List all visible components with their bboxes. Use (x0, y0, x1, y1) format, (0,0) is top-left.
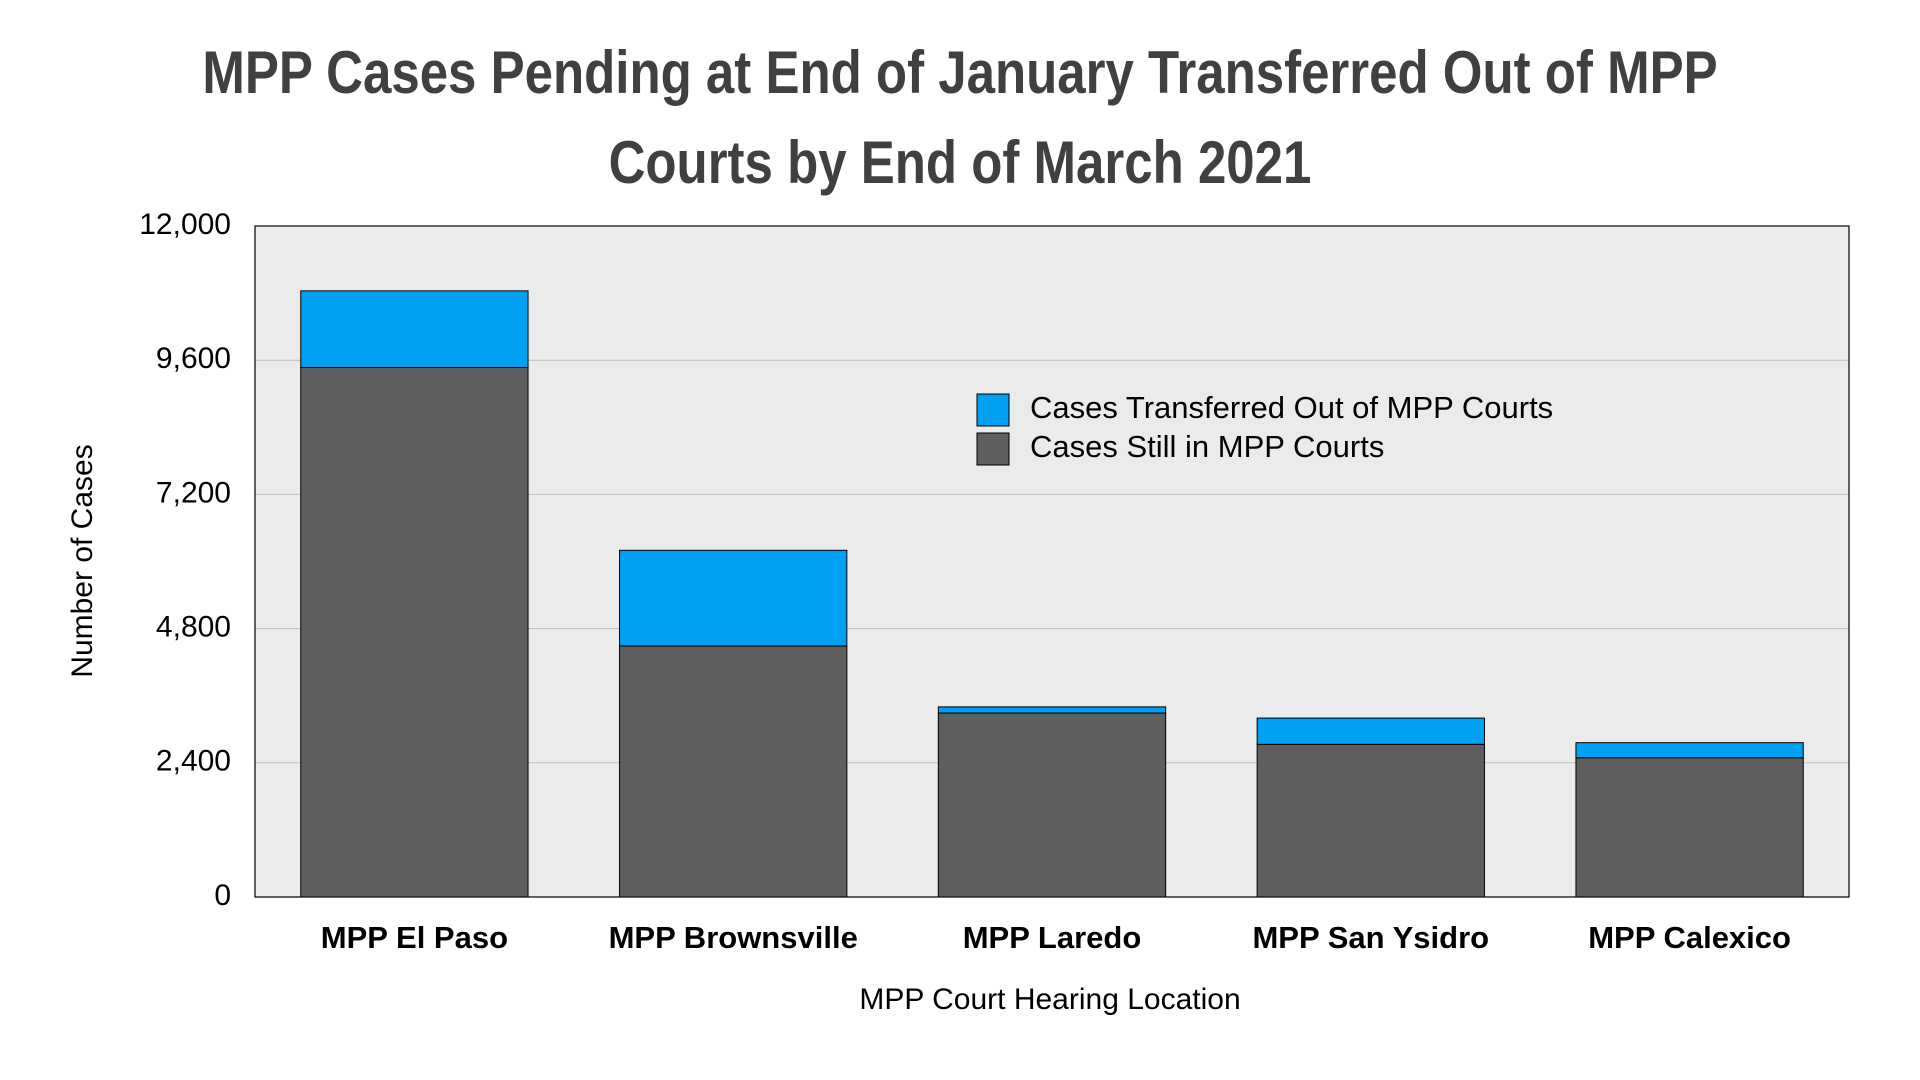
bar-segment (1575, 742, 1804, 759)
y-tick-label: 12,000 (139, 208, 231, 241)
bar-segment (619, 645, 848, 898)
y-axis-label: Number of Cases (66, 444, 99, 677)
bar-segment (1575, 757, 1804, 898)
legend-label: Cases Transferred Out of MPP Courts (1030, 390, 1553, 425)
legend-label: Cases Still in MPP Courts (1030, 429, 1384, 464)
x-tick-label: MPP Brownsville (609, 920, 858, 955)
bar-segment (1256, 717, 1485, 745)
y-tick-label: 9,600 (156, 342, 231, 375)
y-tick-label: 4,800 (156, 611, 231, 644)
x-tick-label: MPP El Paso (321, 920, 508, 955)
x-axis-label: MPP Court Hearing Location (859, 983, 1240, 1016)
bar-segment (619, 549, 848, 647)
x-tick-label: MPP San Ysidro (1252, 920, 1489, 955)
x-tick-label: MPP Laredo (963, 920, 1142, 955)
y-tick-label: 2,400 (156, 745, 231, 778)
legend-swatch (976, 393, 1010, 427)
bar-segment (300, 366, 529, 898)
bar-segment (300, 290, 529, 368)
y-tick-label: 0 (214, 879, 231, 912)
bar-segment (1256, 743, 1485, 898)
x-tick-label: MPP Calexico (1588, 920, 1791, 955)
legend-swatch (976, 432, 1010, 466)
bar-segment (937, 706, 1167, 714)
y-tick-label: 7,200 (156, 476, 231, 509)
bar-segment (937, 712, 1167, 898)
chart-title: MPP Cases Pending at End of January Tran… (202, 39, 1718, 196)
